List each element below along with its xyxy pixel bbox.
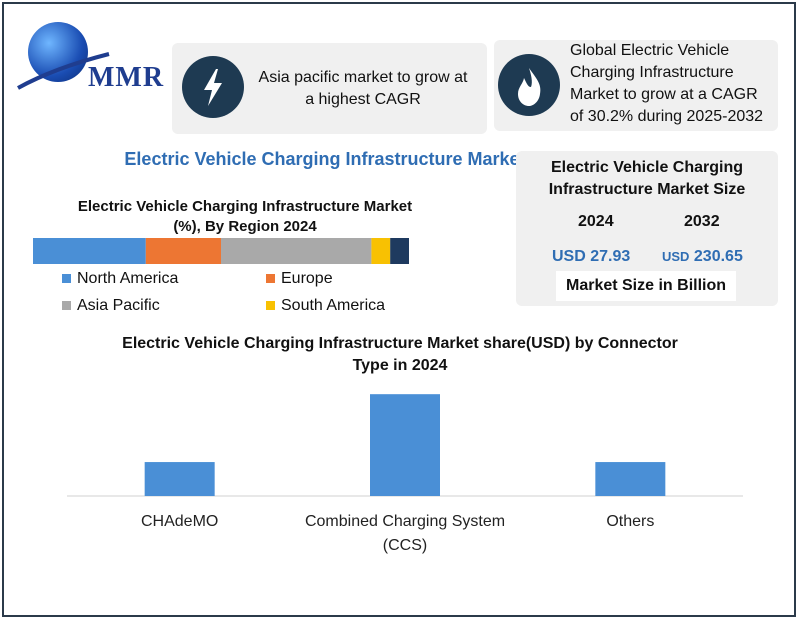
lightning-icon <box>182 56 244 118</box>
connector-title-line1: Electric Vehicle Charging Infrastructure… <box>122 335 678 352</box>
value-2032-prefix: USD <box>662 249 690 264</box>
market-size-title: Electric Vehicle Charging Infrastructure… <box>516 157 778 201</box>
market-size-unit: Market Size in Billion <box>556 271 736 301</box>
connector-title-line2: Type in 2024 <box>352 357 448 374</box>
legend-swatch-europe <box>266 274 275 284</box>
value-2024: USD 27.93 <box>552 248 631 265</box>
asia-text-line2: a highest CAGR <box>305 91 421 108</box>
legend-swatch-north-america <box>62 274 71 284</box>
region-chart-title: Electric Vehicle Charging Infrastructure… <box>40 197 450 237</box>
year-2024: 2024 <box>578 213 614 230</box>
connector-bar-others <box>595 462 666 496</box>
global-text-line3: Market to grow at a CAGR <box>570 86 758 103</box>
legend-south-america: South America <box>266 297 385 315</box>
market-size-title-line2: Infrastructure Market Size <box>548 181 746 198</box>
region-segment-europe <box>145 238 221 264</box>
region-segment-south-america <box>371 238 391 264</box>
connector-tick-label-chademo: CHAdeMO <box>141 513 218 530</box>
brand-name: MMR <box>88 62 165 93</box>
legend-north-america: North America <box>62 270 178 288</box>
region-title-line2: (%), By Region 2024 <box>173 218 317 235</box>
connector-tick-label-combined-charging-system-ccs-line1: Combined Charging System <box>305 513 505 530</box>
connector-tick-label-others: Others <box>606 513 654 530</box>
global-cagr-card: Global Electric Vehicle Charging Infrast… <box>494 40 778 131</box>
region-segment-other <box>390 238 409 264</box>
region-stacked-bar <box>33 238 409 264</box>
connector-bar-chademo <box>144 462 215 496</box>
connector-bar-chart: CHAdeMO Combined Charging System (CCS) Othe… <box>67 394 743 554</box>
connector-chart-title: Electric Vehicle Charging Infrastructure… <box>100 333 700 377</box>
region-segment-asia-pacific <box>221 238 372 264</box>
region-segment-north-america <box>33 238 146 264</box>
legend-label-asia-pacific: Asia Pacific <box>77 297 160 314</box>
value-2032: USD 230.65 <box>662 248 743 266</box>
flame-icon <box>498 54 560 116</box>
asia-growth-card: Asia pacific market to grow at a highest… <box>172 43 487 134</box>
legend-asia-pacific: Asia Pacific <box>62 297 160 315</box>
main-title: Electric Vehicle Charging Infrastructure… <box>124 149 526 169</box>
brand-logo: MMR <box>14 18 164 98</box>
market-size-card: Electric Vehicle Charging Infrastructure… <box>516 151 778 306</box>
legend-label-south-america: South America <box>281 297 386 314</box>
market-size-title-line1: Electric Vehicle Charging <box>550 159 744 176</box>
legend-label-europe: Europe <box>281 270 333 287</box>
global-text-line2: Charging Infrastructure <box>570 64 734 81</box>
year-2032: 2032 <box>684 213 720 230</box>
global-cagr-text: Global Electric Vehicle Charging Infrast… <box>570 40 780 128</box>
connector-tick-label-combined-charging-system-ccs-line2: (CCS) <box>383 537 427 554</box>
legend-europe: Europe <box>266 270 333 288</box>
value-2032-number: 230.65 <box>693 248 743 265</box>
region-title-line1: Electric Vehicle Charging Infrastructure… <box>77 198 413 215</box>
globe-icon <box>28 22 88 82</box>
swoosh-icon <box>17 52 110 90</box>
legend-swatch-asia-pacific <box>62 301 71 311</box>
asia-growth-text: Asia pacific market to grow at a highest… <box>248 67 478 111</box>
asia-text-line1: Asia pacific market to grow at <box>258 69 468 86</box>
connector-bar-combined-charging-system-ccs <box>370 394 440 496</box>
global-text-line1: Global Electric Vehicle <box>570 42 730 59</box>
global-text-line4: of 30.2% during 2025-2032 <box>570 108 764 125</box>
legend-swatch-south-america <box>266 301 275 311</box>
legend-label-north-america: North America <box>77 270 179 287</box>
